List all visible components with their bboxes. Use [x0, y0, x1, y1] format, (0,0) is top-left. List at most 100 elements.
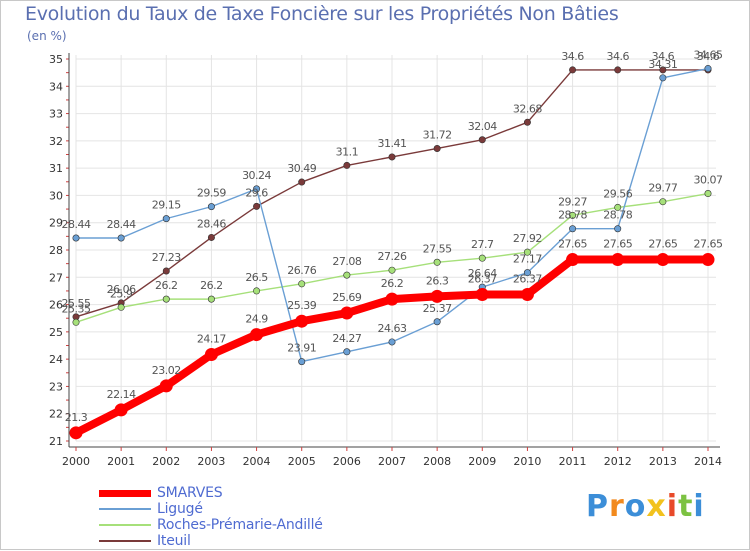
data-label: 27.65 [603, 238, 632, 251]
legend-label: Ligugé [157, 501, 203, 517]
legend: SMARVES Ligugé Roches-Prémarie-Andillé I… [99, 485, 323, 549]
data-label: 34.6 [697, 50, 720, 63]
data-point-roches-premarie-andille [343, 271, 351, 279]
data-label: 29.59 [197, 187, 226, 200]
legend-swatch [99, 508, 151, 510]
data-label: 24.17 [197, 333, 226, 346]
data-point-liguge [614, 225, 622, 233]
data-label: 26.64 [468, 267, 497, 280]
legend-item-roches-premarie-andille: Roches-Prémarie-Andillé [99, 517, 323, 533]
data-point-roches-premarie-andille [433, 258, 441, 266]
data-point-roches-premarie-andille [614, 203, 622, 211]
data-point-smarves [204, 348, 218, 362]
data-point-smarves [475, 287, 489, 301]
data-label: 24.27 [332, 332, 361, 345]
x-tick-label: 2008 [423, 455, 451, 468]
x-tick-label: 2014 [694, 455, 722, 468]
y-tick-label: 24 [49, 353, 63, 366]
y-tick-label: 22 [49, 408, 63, 421]
data-label: 26.2 [155, 279, 178, 292]
legend-item-liguge: Ligugé [99, 501, 323, 517]
grid [75, 55, 716, 442]
x-tick-label: 2007 [378, 455, 406, 468]
x-tick-label: 2002 [152, 455, 180, 468]
data-point-liguge [72, 234, 80, 242]
data-point-smarves [656, 253, 670, 267]
data-label: 29.27 [558, 195, 587, 208]
x-tick-label: 2013 [649, 455, 677, 468]
data-point-roches-premarie-andille [478, 254, 486, 262]
x-tick-label: 2012 [604, 455, 632, 468]
data-point-smarves [701, 253, 715, 267]
data-label: 27.7 [471, 238, 494, 251]
logo-letter: i [666, 489, 679, 524]
data-label: 21.3 [65, 411, 88, 424]
data-point-iteuil [478, 136, 486, 144]
data-label: 29.77 [648, 182, 677, 195]
data-label: 34.65 [694, 49, 723, 62]
x-tick-label: 2011 [559, 455, 587, 468]
y-tick-label: 30 [49, 189, 63, 202]
data-point-iteuil [162, 267, 170, 275]
data-point-iteuil [253, 202, 261, 210]
chart-title: Evolution du Taux de Taxe Foncière sur l… [25, 3, 619, 25]
y-tick-label: 31 [49, 162, 63, 175]
data-label: 27.08 [332, 255, 361, 268]
data-label: 23.02 [152, 364, 181, 377]
data-label: 27.17 [513, 253, 542, 266]
data-label: 27.92 [513, 232, 542, 245]
data-label: 26.76 [287, 264, 316, 277]
x-tick-label: 2000 [62, 455, 90, 468]
data-label: 26.06 [107, 283, 136, 296]
data-label: 25.69 [332, 291, 361, 304]
data-point-liguge [343, 348, 351, 356]
data-point-liguge [207, 203, 215, 211]
data-label: 28.78 [558, 209, 587, 222]
data-point-roches-premarie-andille [72, 318, 80, 326]
data-label: 29.56 [603, 187, 632, 200]
y-tick-label: 34 [49, 80, 63, 93]
data-label: 22.14 [107, 388, 136, 401]
legend-item-smarves: SMARVES [99, 485, 323, 501]
data-point-liguge [433, 318, 441, 326]
data-point-smarves [611, 253, 625, 267]
data-point-liguge [388, 338, 396, 346]
data-label: 31.1 [336, 145, 359, 158]
data-label: 25.39 [287, 299, 316, 312]
data-point-iteuil [433, 144, 441, 152]
logo-letter: i [693, 489, 705, 524]
logo-letter: o [624, 489, 647, 524]
logo-letter: x [646, 489, 667, 524]
x-tick-label: 2009 [468, 455, 496, 468]
data-point-smarves [69, 426, 83, 440]
data-point-roches-premarie-andille [659, 198, 667, 206]
data-point-liguge [569, 225, 577, 233]
legend-item-iteuil: Iteuil [99, 533, 323, 549]
data-label: 26.3 [426, 274, 449, 287]
data-point-roches-premarie-andille [253, 287, 261, 295]
legend-swatch [99, 524, 151, 526]
data-point-liguge [704, 65, 712, 73]
data-label: 26.37 [468, 272, 497, 285]
data-point-liguge [253, 185, 261, 193]
data-label: 25.37 [423, 302, 452, 315]
legend-swatch [99, 540, 151, 542]
series-group [69, 65, 715, 440]
axes [66, 53, 720, 451]
data-point-liguge [162, 215, 170, 223]
y-tick-label: 27 [49, 271, 63, 284]
x-tick-label: 2006 [333, 455, 361, 468]
data-label: 32.68 [513, 102, 542, 115]
data-label: 27.65 [648, 238, 677, 251]
y-tick-label: 33 [49, 108, 63, 121]
x-tick-label: 2005 [288, 455, 316, 468]
y-tick-label: 28 [49, 244, 63, 257]
logo-letter: t [678, 489, 694, 524]
y-tick-label: 29 [49, 217, 63, 230]
data-label: 30.24 [242, 169, 271, 182]
data-label: 28.44 [62, 218, 91, 231]
data-label: 26.2 [381, 277, 404, 290]
data-point-roches-premarie-andille [298, 280, 306, 288]
data-label: 34.31 [648, 58, 677, 71]
